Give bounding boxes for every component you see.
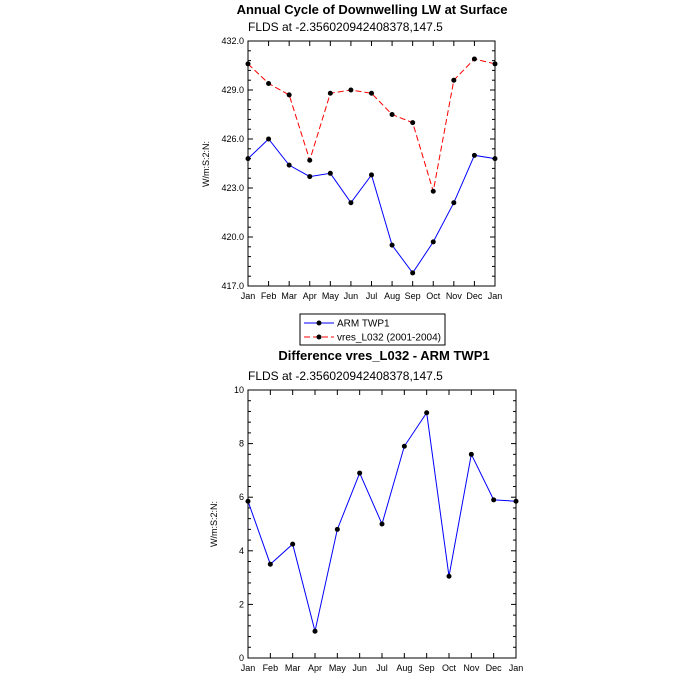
- data-point: [389, 242, 395, 248]
- data-point: [327, 90, 333, 96]
- data-point: [286, 92, 292, 98]
- data-point: [430, 188, 436, 194]
- y-tick-label: 4: [239, 546, 244, 556]
- x-tick-label: Jul: [376, 663, 388, 673]
- data-point: [513, 498, 519, 504]
- y-axis-label: W/m:S:2:N:: [209, 501, 219, 547]
- data-point: [471, 56, 477, 62]
- y-axis-label: W/m:S:2:N:: [201, 141, 211, 187]
- x-tick-label: Dec: [486, 663, 503, 673]
- panel-annual-cycle: Annual Cycle of Downwelling LW at Surfac…: [201, 2, 507, 301]
- data-point: [369, 90, 374, 96]
- x-tick-label: Jun: [352, 663, 367, 673]
- data-point: [451, 200, 457, 206]
- x-tick-label: Apr: [308, 663, 322, 673]
- data-point: [348, 200, 354, 206]
- x-tick-label: Sep: [405, 291, 421, 301]
- data-point: [245, 498, 251, 504]
- data-point: [446, 573, 452, 579]
- y-tick-label: 423.0: [221, 183, 244, 193]
- data-point: [468, 451, 474, 457]
- y-tick-label: 0: [239, 653, 244, 663]
- y-tick-label: 10: [234, 385, 244, 395]
- data-point: [327, 170, 333, 176]
- series-line: [247, 138, 496, 274]
- data-point: [312, 628, 318, 634]
- data-point: [286, 162, 292, 168]
- data-point: [410, 270, 416, 276]
- legend-box: [299, 313, 446, 346]
- x-tick-label: Mar: [281, 291, 297, 301]
- data-point: [491, 497, 497, 503]
- data-point: [492, 61, 498, 67]
- x-tick-label: Sep: [419, 663, 435, 673]
- x-tick-label: Jan: [509, 663, 524, 673]
- series-markers: [245, 56, 498, 276]
- y-tick-label: 429.0: [221, 85, 244, 95]
- data-point: [357, 470, 363, 476]
- x-tick-label: Apr: [303, 291, 317, 301]
- data-point: [307, 174, 313, 180]
- x-tick-label: Jul: [366, 291, 378, 301]
- chart-title: Annual Cycle of Downwelling LW at Surfac…: [237, 2, 508, 17]
- plot-frame: [247, 40, 496, 287]
- series-line: [247, 58, 496, 192]
- x-tick-label: Feb: [261, 291, 277, 301]
- data-point: [334, 526, 340, 532]
- axis-ticks: 0 2 4 6 8 10 Jan Feb Mar Apr May Jun Jul Aug Sep Oct Nov…: [234, 385, 523, 673]
- x-tick-label: Nov: [446, 291, 463, 301]
- chart-subtitle: FLDS at -2.356020942408378,147.5: [248, 369, 443, 383]
- panel-difference: Difference vres_L032 - ARM TWP1 FLDS at …: [209, 348, 523, 673]
- legend-label-model: vres_L032 (2001-2004): [337, 333, 441, 344]
- data-point: [424, 410, 430, 416]
- x-tick-label: Feb: [263, 663, 279, 673]
- legend-marker-model: [316, 334, 322, 340]
- data-point: [451, 77, 457, 83]
- x-tick-label: Dec: [466, 291, 483, 301]
- x-tick-label: Jan: [241, 291, 256, 301]
- chart-title: Difference vres_L032 - ARM TWP1: [278, 348, 489, 363]
- data-point: [492, 156, 498, 162]
- x-tick-label: Oct: [442, 663, 457, 673]
- y-tick-label: 426.0: [221, 134, 244, 144]
- data-point: [267, 561, 273, 567]
- y-tick-label: 8: [239, 439, 244, 449]
- x-tick-label: Nov: [463, 663, 480, 673]
- legend-label-arm: ARM TWP1: [337, 319, 390, 330]
- y-tick-label: 432.0: [221, 36, 244, 46]
- x-tick-label: Oct: [426, 291, 441, 301]
- y-tick-label: 6: [239, 492, 244, 502]
- series-markers: [245, 410, 519, 634]
- data-point: [410, 120, 416, 126]
- x-tick-label: Jun: [344, 291, 359, 301]
- data-point: [401, 443, 407, 449]
- data-point: [266, 80, 272, 86]
- y-tick-label: 2: [239, 599, 244, 609]
- x-tick-label: Jan: [488, 291, 503, 301]
- x-tick-label: May: [329, 663, 347, 673]
- data-point: [430, 239, 436, 245]
- x-tick-label: Mar: [285, 663, 301, 673]
- x-tick-label: Jan: [241, 663, 256, 673]
- legend: ARM TWP1 vres_L032 (2001-2004): [299, 313, 446, 346]
- data-point: [379, 521, 385, 527]
- x-tick-label: Aug: [396, 663, 412, 673]
- data-point: [290, 541, 296, 547]
- data-point: [389, 112, 395, 117]
- axis-ticks: 417.0 420.0 423.0 426.0 429.0 432.0 Jan Feb Mar A…: [221, 36, 502, 301]
- data-point: [369, 172, 374, 178]
- x-tick-label: May: [322, 291, 340, 301]
- y-tick-label: 420.0: [221, 232, 244, 242]
- data-point: [471, 152, 477, 158]
- y-tick-label: 417.0: [221, 281, 244, 291]
- legend-marker-arm: [316, 320, 322, 326]
- x-tick-label: Aug: [384, 291, 400, 301]
- data-point: [245, 61, 251, 67]
- chart-subtitle: FLDS at -2.356020942408378,147.5: [248, 20, 443, 34]
- data-point: [266, 136, 272, 142]
- data-point: [245, 156, 251, 162]
- data-point: [307, 157, 313, 163]
- data-point: [348, 87, 354, 93]
